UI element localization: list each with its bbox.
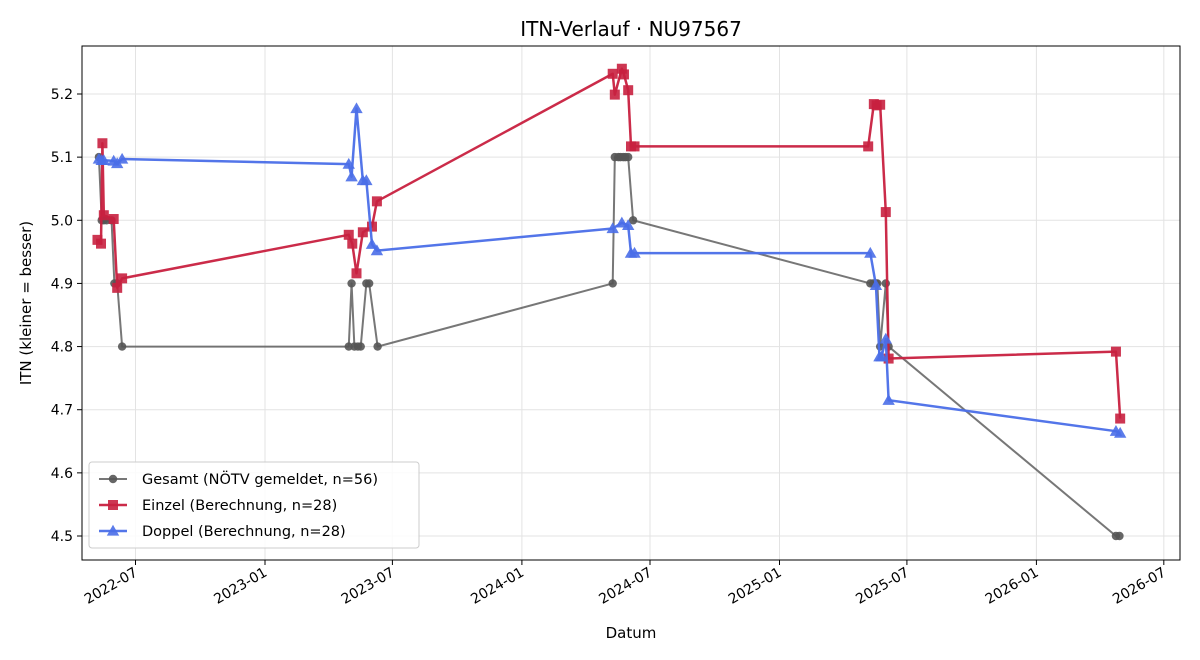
- y-tick-label: 4.7: [51, 403, 73, 419]
- data-point-einzel: [609, 89, 620, 100]
- legend-marker-einzel: [108, 500, 118, 510]
- legend-item-doppel: Doppel (Berechnung, n=28): [99, 524, 346, 540]
- x-tick-label: 2022-07: [82, 565, 141, 608]
- data-point-gesamt: [881, 279, 890, 288]
- data-point-einzel: [98, 210, 109, 221]
- chart-title: ITN-Verlauf · NU97567: [520, 17, 742, 41]
- legend-item-einzel: Einzel (Berechnung, n=28): [99, 498, 337, 514]
- data-point-gesamt: [347, 279, 356, 288]
- data-point-einzel: [629, 141, 640, 152]
- data-point-einzel: [357, 227, 368, 238]
- data-point-einzel: [97, 138, 108, 149]
- data-point-doppel: [869, 279, 883, 290]
- y-tick-label: 4.8: [51, 340, 73, 356]
- series-doppel: [92, 102, 1127, 438]
- data-point-einzel: [863, 141, 874, 152]
- legend-box: [88, 461, 420, 549]
- data-point-einzel: [1110, 346, 1121, 357]
- data-point-doppel: [360, 174, 373, 186]
- legend-marker-doppel: [106, 524, 120, 536]
- legend-label-einzel: Einzel (Berechnung, n=28): [142, 498, 337, 514]
- data-point-einzel: [117, 273, 128, 284]
- data-point-doppel: [606, 222, 619, 234]
- legend-item-gesamt: Gesamt (NÖTV gemeldet, n=56): [99, 470, 378, 488]
- data-point-einzel: [351, 268, 362, 279]
- data-point-doppel: [370, 244, 384, 256]
- data-point-einzel: [371, 196, 382, 207]
- data-point-doppel: [97, 154, 111, 165]
- data-point-einzel: [875, 99, 886, 110]
- data-point-einzel: [880, 207, 891, 218]
- data-point-einzel: [618, 69, 629, 80]
- y-tick-label: 5.2: [51, 87, 73, 103]
- data-point-einzel: [616, 63, 627, 74]
- data-point-gesamt: [628, 216, 638, 225]
- legend-marker-gesamt: [108, 474, 118, 484]
- data-point-doppel: [365, 238, 379, 249]
- series-einzel: [92, 63, 1126, 424]
- legend: Gesamt (NÖTV gemeldet, n=56) Einzel (Bere…: [88, 461, 420, 549]
- data-point-doppel: [882, 394, 895, 405]
- data-point-einzel: [366, 221, 377, 232]
- x-tick-label: 2023-07: [339, 565, 398, 608]
- series-line-einzel: [96, 67, 1122, 419]
- data-point-einzel: [1115, 413, 1126, 424]
- y-tick-label: 4.6: [51, 466, 73, 482]
- y-axis-title: ITN (kleiner = besser): [17, 221, 35, 385]
- data-point-einzel: [883, 353, 894, 364]
- x-tick-label: 2024-01: [468, 565, 527, 608]
- data-point-doppel: [350, 102, 363, 114]
- data-point-einzel: [343, 229, 354, 240]
- x-tick-label: 2023-01: [211, 565, 270, 608]
- series-layer: [92, 63, 1127, 541]
- x-axis-title: Datum: [606, 624, 657, 642]
- legend-label-gesamt: Gesamt (NÖTV gemeldet, n=56): [142, 470, 378, 488]
- data-point-einzel: [108, 214, 119, 225]
- x-tick-label: 2025-07: [853, 565, 912, 608]
- data-point-doppel: [615, 216, 629, 228]
- data-point-einzel: [347, 238, 358, 249]
- y-tick-label: 5.1: [51, 150, 73, 166]
- x-tick-label: 2025-01: [726, 565, 785, 608]
- data-point-gesamt: [608, 279, 617, 288]
- y-tick-label: 4.9: [51, 276, 73, 292]
- legend-label-doppel: Doppel (Berechnung, n=28): [142, 524, 346, 540]
- y-tick-label: 5.0: [51, 213, 73, 229]
- data-point-gesamt: [373, 342, 382, 351]
- data-point-doppel: [879, 332, 892, 344]
- data-point-doppel: [115, 152, 129, 164]
- data-point-doppel: [621, 219, 635, 230]
- data-point-gesamt: [623, 152, 633, 162]
- data-point-gesamt: [1115, 531, 1124, 541]
- data-point-gesamt: [356, 342, 365, 351]
- data-point-einzel: [623, 85, 634, 96]
- data-point-einzel: [112, 282, 123, 293]
- y-tick-label: 4.5: [51, 529, 73, 545]
- data-point-einzel: [607, 68, 618, 79]
- data-point-doppel: [864, 246, 877, 258]
- data-point-doppel: [628, 246, 641, 258]
- data-point-doppel: [345, 170, 358, 182]
- data-point-doppel: [1113, 426, 1127, 438]
- plot-frame: [81, 45, 1181, 561]
- data-point-doppel: [875, 350, 888, 362]
- x-tick-label: 2024-07: [596, 565, 655, 608]
- x-tick-label: 2026-07: [1110, 565, 1169, 608]
- data-point-einzel: [96, 238, 107, 249]
- data-point-gesamt: [364, 279, 374, 288]
- x-tick-label: 2026-01: [983, 565, 1042, 608]
- data-point-doppel: [342, 157, 355, 169]
- data-point-gesamt: [117, 342, 127, 351]
